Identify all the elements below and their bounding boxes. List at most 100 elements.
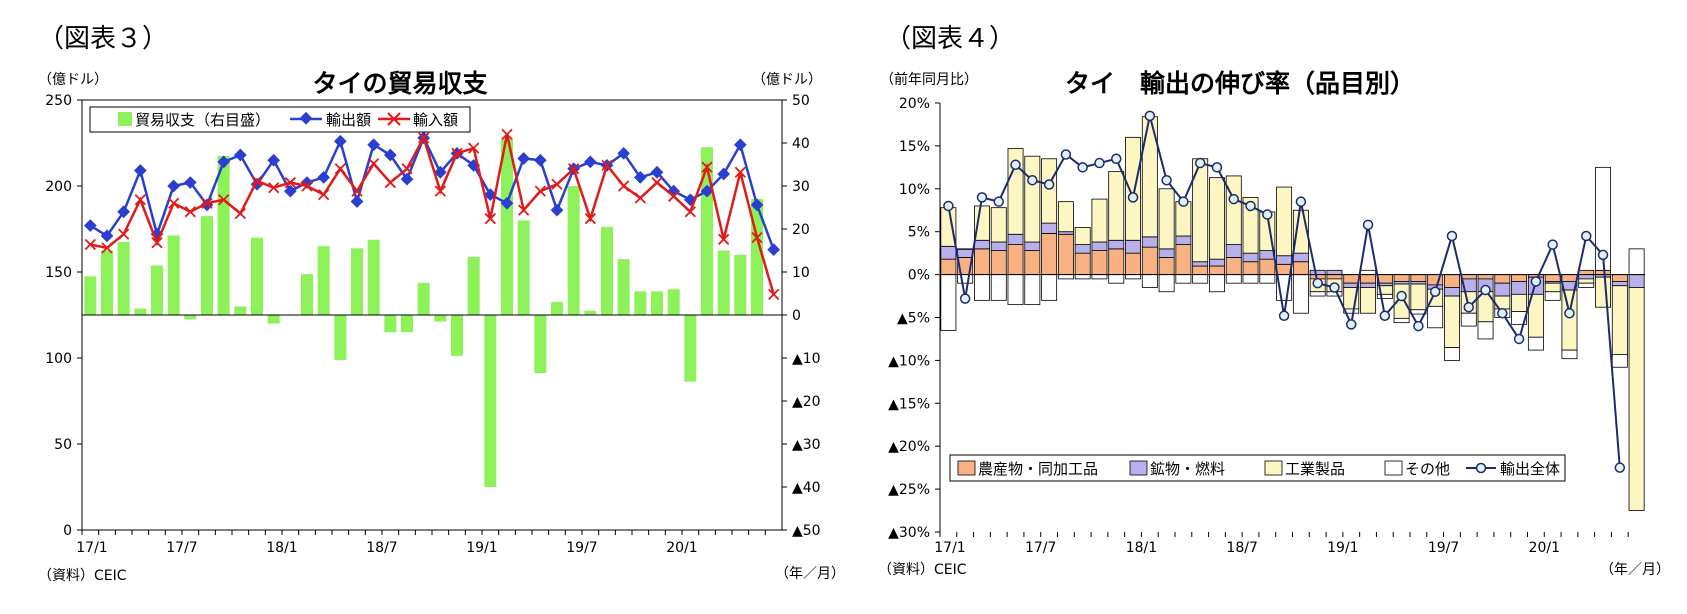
agri-bar bbox=[1393, 274, 1410, 282]
y-tick-label: 10% bbox=[899, 182, 930, 198]
other-bar bbox=[1108, 274, 1125, 284]
total-export-point bbox=[1228, 193, 1239, 205]
figure3-label: （図表３） bbox=[38, 24, 168, 54]
agri-bar bbox=[1125, 252, 1141, 275]
trade-balance-bar bbox=[367, 239, 380, 315]
right-tick-label: 50 bbox=[792, 93, 810, 109]
figure3-right-unit: （億ドル） bbox=[752, 72, 822, 88]
total-export-point bbox=[976, 192, 988, 203]
trade-balance-bar bbox=[401, 315, 413, 333]
import-point bbox=[268, 182, 280, 194]
import-point bbox=[234, 207, 246, 220]
export-point bbox=[433, 165, 447, 179]
agri-bar bbox=[1595, 269, 1611, 275]
other-bar bbox=[1175, 274, 1192, 284]
export-point bbox=[133, 164, 147, 177]
mineral-bar bbox=[1007, 233, 1024, 245]
industrial-bar bbox=[1628, 287, 1645, 511]
right-tick-label: 10 bbox=[792, 265, 810, 281]
agri-bar bbox=[1259, 258, 1276, 276]
industrial-bar bbox=[1611, 285, 1628, 355]
trade-balance-bar bbox=[234, 306, 247, 315]
import-point bbox=[201, 197, 213, 209]
agri-bar bbox=[1410, 274, 1427, 282]
export-point bbox=[550, 203, 564, 217]
other-bar bbox=[974, 274, 990, 301]
agri-bar bbox=[1611, 274, 1628, 282]
mineral-bar bbox=[1343, 282, 1360, 288]
export-point bbox=[767, 243, 781, 257]
total-export-point bbox=[1346, 319, 1357, 330]
export-point bbox=[217, 155, 231, 169]
import-point bbox=[451, 147, 463, 159]
trade-balance-bar bbox=[684, 315, 697, 382]
x-tick-label: 18/7 bbox=[366, 540, 397, 556]
trade-balance-bar bbox=[617, 259, 630, 315]
industrial-bar bbox=[1511, 293, 1528, 312]
agri-bar bbox=[1343, 274, 1360, 284]
other-bar bbox=[1460, 312, 1477, 327]
other-bar bbox=[1511, 311, 1528, 325]
mineral-bar bbox=[1192, 261, 1209, 267]
agri-bar bbox=[940, 258, 957, 276]
trade-balance-bar bbox=[717, 250, 730, 315]
mineral-bar bbox=[1360, 282, 1376, 288]
left-tick-label: 0 bbox=[63, 523, 72, 539]
mineral-bar bbox=[1209, 258, 1225, 267]
other-bar bbox=[1544, 291, 1561, 301]
other-bar bbox=[1477, 321, 1494, 340]
trade-balance-bar bbox=[584, 310, 597, 315]
agri-bar bbox=[974, 248, 990, 276]
other-bar bbox=[1393, 317, 1410, 324]
mineral-bar bbox=[1175, 235, 1192, 245]
legend-other-swatch bbox=[1384, 460, 1403, 476]
industrial-bar bbox=[1410, 283, 1427, 311]
other-bar bbox=[1192, 274, 1209, 284]
agri-bar bbox=[1074, 252, 1091, 275]
total-export-point bbox=[1513, 333, 1525, 345]
x-tick-label: 19/7 bbox=[1428, 540, 1459, 556]
export-point bbox=[167, 179, 181, 193]
industrial-bar bbox=[1057, 201, 1074, 233]
legend-total-marker bbox=[1475, 462, 1487, 474]
industrial-bar bbox=[1276, 186, 1293, 257]
trade-balance-bar bbox=[384, 315, 397, 333]
export-point bbox=[350, 195, 364, 208]
import-point bbox=[151, 237, 163, 249]
right-tick-label: 0 bbox=[792, 308, 801, 324]
mineral-bar bbox=[1292, 252, 1309, 263]
total-export-point bbox=[1127, 192, 1139, 203]
trade-balance-bar bbox=[84, 276, 97, 315]
total-export-point bbox=[1581, 230, 1592, 242]
total-export-point bbox=[1060, 149, 1072, 160]
export-point bbox=[383, 148, 397, 162]
trade-balance-bar bbox=[651, 291, 663, 315]
import-point bbox=[384, 176, 396, 189]
x-tick-label: 19/1 bbox=[1327, 540, 1358, 556]
total-export-point bbox=[1262, 209, 1273, 220]
industrial-bar bbox=[1007, 148, 1024, 235]
industrial-bar bbox=[1041, 158, 1058, 224]
agri-bar bbox=[1477, 274, 1494, 280]
import-point bbox=[334, 163, 346, 175]
total-export-point bbox=[993, 196, 1004, 207]
agri-bar bbox=[1511, 274, 1528, 282]
total-export-point bbox=[1446, 230, 1458, 242]
right-tick-label: ▲50 bbox=[792, 523, 821, 539]
figure4: （図表４） タイ 輸出の伸び率（品目別） （前年同月比） 20% 15% 10% 5%… bbox=[878, 24, 1670, 578]
import-point bbox=[668, 190, 680, 202]
import-point bbox=[734, 166, 746, 178]
y-tick-label: ▲15% bbox=[888, 396, 930, 412]
left-tick-label: 50 bbox=[54, 437, 72, 453]
legend-other: その他 bbox=[1405, 460, 1450, 478]
figure4-x-axis: 17/1 17/7 18/1 18/7 19/1 19/7 20/1 bbox=[934, 532, 1629, 556]
import-point bbox=[251, 175, 263, 187]
trade-balance-bar bbox=[251, 237, 263, 315]
other-bar bbox=[1595, 166, 1611, 271]
mineral-bar bbox=[1578, 274, 1595, 280]
x-tick-label: 18/1 bbox=[1126, 540, 1157, 556]
legend-mineral: 鉱物・燃料 bbox=[1150, 460, 1225, 478]
import-point bbox=[768, 288, 780, 300]
import-point bbox=[468, 142, 480, 154]
industrial-bar bbox=[1091, 198, 1108, 243]
